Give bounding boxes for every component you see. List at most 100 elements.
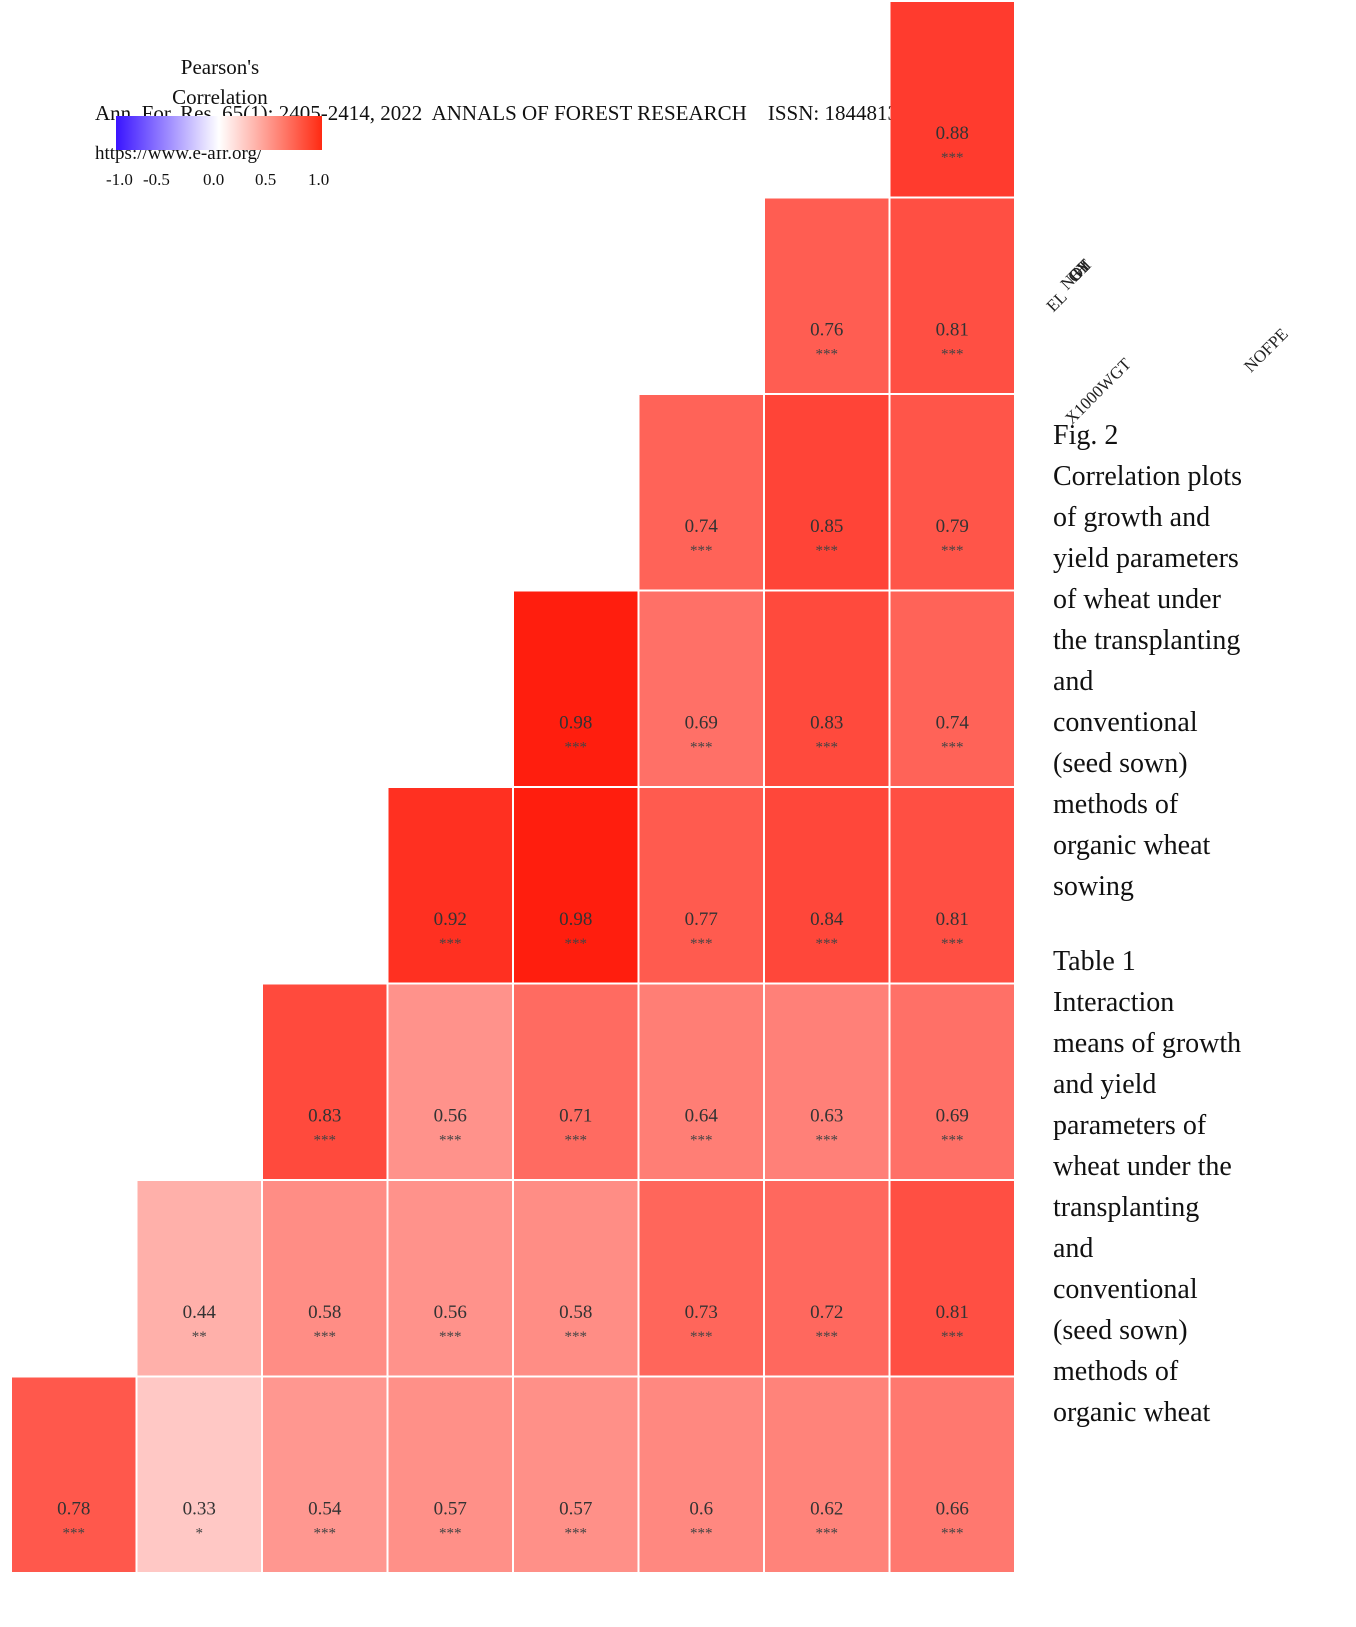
cell-value-label: 0.83 — [308, 1106, 341, 1127]
cell-significance-label: *** — [439, 1526, 462, 1542]
heatmap-cell — [514, 1377, 638, 1572]
cell-value-label: 0.81 — [936, 909, 969, 930]
cell-significance-label: *** — [816, 1526, 839, 1542]
legend-title-line2: Correlation — [172, 85, 268, 109]
cell-significance-label: *** — [690, 936, 713, 952]
cell-value-label: 0.69 — [685, 713, 718, 734]
heatmap-cell — [514, 1181, 638, 1376]
table-caption: Table 1 Interaction means of growth and … — [1053, 946, 1242, 1428]
caption-column: Fig. 2 Correlation plots of growth and y… — [1053, 415, 1243, 1467]
cell-significance-label: *** — [816, 347, 839, 363]
cell-significance-label: *** — [565, 936, 588, 952]
cell-significance-label: *** — [941, 347, 964, 363]
cell-significance-label: *** — [941, 1329, 964, 1345]
cell-significance-label: *** — [439, 1329, 462, 1345]
cell-significance-label: *** — [439, 1133, 462, 1149]
cell-value-label: 0.84 — [810, 909, 844, 930]
cell-value-label: 0.63 — [810, 1106, 843, 1127]
heatmap-cell — [639, 984, 763, 1179]
cell-value-label: 0.62 — [810, 1499, 843, 1520]
heatmap-cell — [388, 1377, 512, 1572]
column-axis-label: NOFPE — [1240, 324, 1292, 376]
cell-value-label: 0.74 — [936, 713, 970, 734]
legend-tick: 1.0 — [308, 170, 330, 189]
cell-value-label: 0.81 — [936, 1302, 969, 1323]
cell-value-label: 0.76 — [810, 320, 843, 341]
cell-value-label: 0.77 — [685, 909, 718, 930]
cell-significance-label: *** — [816, 543, 839, 559]
legend-title-line1: Pearson's — [180, 55, 260, 79]
cell-significance-label: *** — [941, 1526, 964, 1542]
heatmap-cell — [765, 788, 889, 983]
heatmap-cell — [639, 591, 763, 786]
heatmap-cell — [890, 984, 1014, 1179]
heatmap-cell — [137, 1377, 261, 1572]
heatmap-cell — [765, 1181, 889, 1376]
cell-significance-label: *** — [941, 543, 964, 559]
cell-significance-label: *** — [816, 936, 839, 952]
cell-value-label: 0.83 — [810, 713, 843, 734]
cell-value-label: 0.78 — [57, 1499, 90, 1520]
cell-significance-label: *** — [690, 543, 713, 559]
cell-significance-label: *** — [816, 1329, 839, 1345]
heatmap-cell — [890, 1377, 1014, 1572]
cell-significance-label: *** — [314, 1329, 337, 1345]
cell-significance-label: *** — [63, 1526, 86, 1542]
cell-significance-label: *** — [314, 1526, 337, 1542]
legend-tick: 0.5 — [255, 170, 277, 189]
cell-significance-label: *** — [941, 936, 964, 952]
heatmap-cell — [765, 395, 889, 590]
legend-tick: 0.0 — [203, 170, 225, 189]
heatmap-cell — [514, 984, 638, 1179]
heatmap-cell — [639, 788, 763, 983]
heatmap-cell — [639, 1377, 763, 1572]
cell-significance-label: *** — [941, 1133, 964, 1149]
cell-significance-label: *** — [565, 1133, 588, 1149]
cell-value-label: 0.72 — [810, 1302, 843, 1323]
cell-significance-label: *** — [690, 740, 713, 756]
figure-caption: Fig. 2 Correlation plots of growth and y… — [1053, 420, 1242, 902]
cell-significance-label: *** — [816, 740, 839, 756]
cell-significance-label: *** — [439, 936, 462, 952]
cell-value-label: 0.98 — [559, 909, 592, 930]
cell-value-label: 0.69 — [936, 1106, 969, 1127]
cell-value-label: 0.81 — [936, 320, 969, 341]
cell-value-label: 0.57 — [559, 1499, 592, 1520]
cell-significance-label: *** — [941, 740, 964, 756]
cell-value-label: 0.64 — [685, 1106, 719, 1127]
legend-tick: -1.0 — [106, 170, 133, 189]
cell-value-label: 0.98 — [559, 713, 592, 734]
cell-significance-label: * — [196, 1526, 204, 1542]
cell-value-label: 0.56 — [434, 1106, 467, 1127]
heatmap-cell — [890, 395, 1014, 590]
heatmap-cell — [514, 591, 638, 786]
cell-significance-label: *** — [690, 1329, 713, 1345]
cell-value-label: 0.88 — [936, 123, 969, 144]
heatmap-cell — [890, 198, 1014, 393]
heatmap-cell — [639, 395, 763, 590]
cell-value-label: 0.54 — [308, 1499, 342, 1520]
cell-value-label: 0.58 — [559, 1302, 592, 1323]
cell-significance-label: *** — [314, 1133, 337, 1149]
cell-value-label: 0.56 — [434, 1302, 467, 1323]
legend-color-bar — [116, 116, 322, 150]
heatmap-cell — [765, 198, 889, 393]
legend-tick: -0.5 — [143, 170, 170, 189]
cell-value-label: 0.92 — [434, 909, 467, 930]
heatmap-cell — [890, 591, 1014, 786]
cell-value-label: 0.57 — [434, 1499, 467, 1520]
cell-significance-label: ** — [192, 1329, 207, 1345]
heatmap-cell — [765, 591, 889, 786]
cell-value-label: 0.66 — [936, 1499, 969, 1520]
heatmap-cell — [388, 1181, 512, 1376]
cell-value-label: 0.73 — [685, 1302, 718, 1323]
cell-value-label: 0.79 — [936, 516, 969, 537]
legend-title: Pearson's Correlation — [150, 52, 290, 112]
cell-significance-label: *** — [565, 740, 588, 756]
heatmap-cell — [765, 984, 889, 1179]
cell-significance-label: *** — [690, 1526, 713, 1542]
cell-value-label: 0.33 — [183, 1499, 216, 1520]
heatmap-cell — [263, 1181, 387, 1376]
cell-significance-label: *** — [816, 1133, 839, 1149]
